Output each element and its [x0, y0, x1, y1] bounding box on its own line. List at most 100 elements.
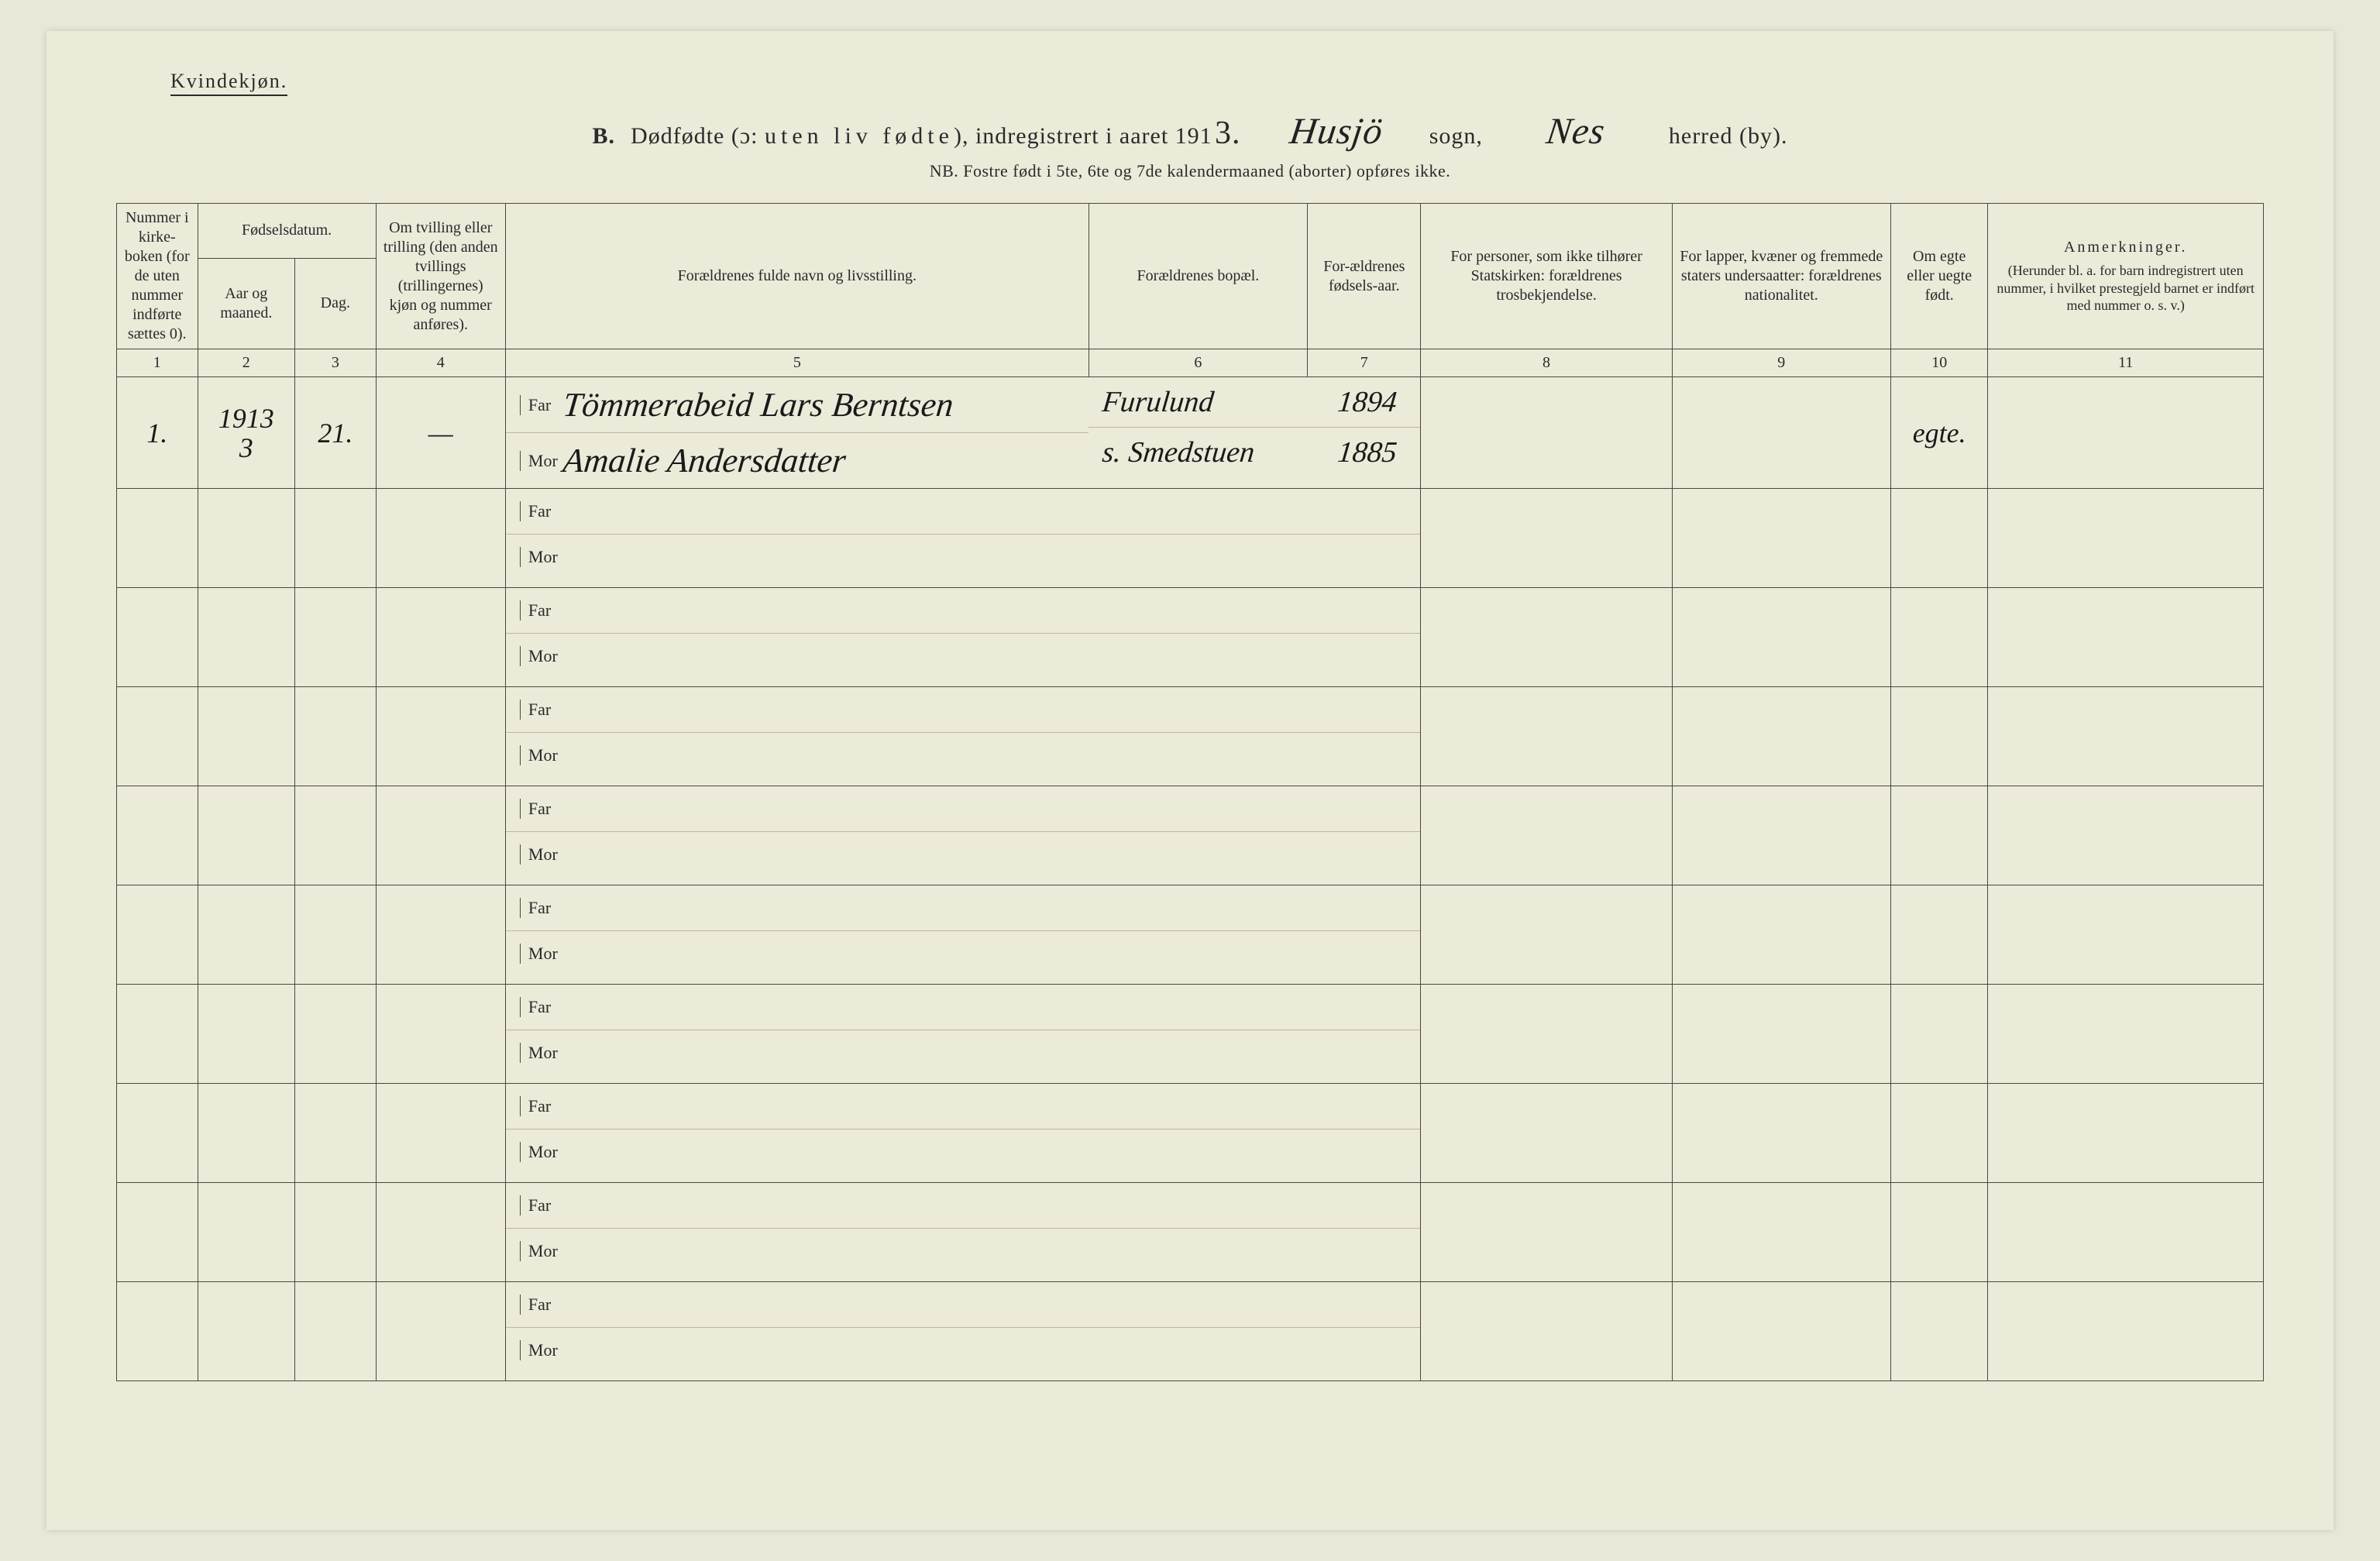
cell-num [117, 1282, 198, 1381]
herred-label: herred (by). [1669, 123, 1788, 150]
cell-day [295, 687, 377, 786]
cell-stats [1421, 985, 1672, 1084]
far-label: Far [520, 799, 563, 819]
cell-parents-year [1308, 588, 1421, 687]
cell-num [117, 1084, 198, 1183]
cell-parents-name: Far Mor [505, 489, 1089, 588]
father-place: Furulund [1101, 385, 1302, 419]
cell-parents-year [1308, 1084, 1421, 1183]
cell-yearmonth [198, 1183, 294, 1282]
cell-parents-place [1089, 687, 1307, 786]
col-header-11: Anmerkninger. (Herunder bl. a. for barn … [1988, 204, 2264, 349]
cell-yearmonth [198, 985, 294, 1084]
cell-day [295, 489, 377, 588]
cell-egte [1890, 786, 1987, 885]
cell-day [295, 1084, 377, 1183]
cell-stats [1421, 687, 1672, 786]
mor-label: Mor [520, 451, 563, 471]
cell-num [117, 786, 198, 885]
col-header-4: Om tvilling eller trilling (den anden tv… [376, 204, 505, 349]
cell-day [295, 1282, 377, 1381]
cell-twin [376, 588, 505, 687]
cell-egte [1890, 489, 1987, 588]
title-prefix: B. [593, 123, 616, 150]
cell-day [295, 985, 377, 1084]
father-name: Tömmerabeid Lars Berntsen [561, 385, 1083, 425]
colnum: 1 [117, 349, 198, 377]
subtitle: NB. Fostre født i 5te, 6te og 7de kalend… [116, 161, 2264, 181]
mor-label: Mor [520, 1241, 563, 1261]
cell-egte [1890, 985, 1987, 1084]
cell-parents-name: Far Mor [505, 687, 1089, 786]
cell-nat [1672, 885, 1890, 985]
cell-parents-place [1089, 489, 1307, 588]
table-row: Far Mor [117, 588, 2264, 687]
year-month-bot: 3 [239, 434, 253, 462]
table-row: Far Mor [117, 1282, 2264, 1381]
cell-nat [1672, 588, 1890, 687]
cell-day [295, 1183, 377, 1282]
cell-egte [1890, 1282, 1987, 1381]
col-11-sub: (Herunder bl. a. for barn indregistrert … [1994, 262, 2257, 315]
cell-anm [1988, 1282, 2264, 1381]
cell-anm [1988, 687, 2264, 786]
col-header-9: For lapper, kvæner og fremmede staters u… [1672, 204, 1890, 349]
cell-twin [376, 687, 505, 786]
cell-anm [1988, 1084, 2264, 1183]
cell-day [295, 588, 377, 687]
far-label: Far [520, 1295, 563, 1315]
title-spaced: uten liv fødte [765, 123, 954, 149]
cell-twin [376, 885, 505, 985]
cell-num [117, 885, 198, 985]
cell-egte [1890, 1183, 1987, 1282]
day: 21. [301, 417, 370, 449]
register-table: Nummer i kirke-boken (for de uten nummer… [116, 203, 2264, 1381]
column-number-row: 1 2 3 4 5 6 7 8 9 10 11 [117, 349, 2264, 377]
cell-twin [376, 985, 505, 1084]
cell-num [117, 1183, 198, 1282]
col-header-7: For-ældrenes fødsels-aar. [1308, 204, 1421, 349]
mor-label: Mor [520, 547, 563, 567]
cell-twin [376, 1183, 505, 1282]
cell-parents-name: Far Mor [505, 985, 1089, 1084]
cell-nat [1672, 786, 1890, 885]
colnum: 2 [198, 349, 294, 377]
cell-parents-year [1308, 1183, 1421, 1282]
cell-yearmonth: 19133 [198, 377, 294, 489]
mor-label: Mor [520, 745, 563, 765]
table-row: Far Mor [117, 1084, 2264, 1183]
table-row: Far Mor [117, 489, 2264, 588]
cell-yearmonth [198, 489, 294, 588]
year-month-top: 1913 [218, 404, 274, 432]
egte: egte. [1897, 417, 1981, 449]
cell-stats [1421, 786, 1672, 885]
twin: — [383, 417, 499, 449]
father-year: 1894 [1319, 385, 1415, 419]
table-body: 1.1913321.— Far Tömmerabeid Lars Berntse… [117, 377, 2264, 1381]
cell-parents-name: Far Mor [505, 786, 1089, 885]
cell-parents-place [1089, 985, 1307, 1084]
cell-twin: — [376, 377, 505, 489]
colnum: 6 [1089, 349, 1307, 377]
cell-stats [1421, 885, 1672, 985]
cell-day [295, 885, 377, 985]
cell-parents-year [1308, 786, 1421, 885]
mor-label: Mor [520, 1043, 563, 1063]
cell-num [117, 985, 198, 1084]
cell-twin [376, 786, 505, 885]
cell-parents-place: Furulund s. Smedstuen [1089, 377, 1307, 489]
herred-handwritten: Nes [1495, 110, 1656, 153]
cell-nat [1672, 1282, 1890, 1381]
far-label: Far [520, 1195, 563, 1215]
cell-num [117, 687, 198, 786]
table-row: Far Mor [117, 1183, 2264, 1282]
cell-parents-name: Far Tömmerabeid Lars Berntsen Mor Amalie… [505, 377, 1089, 489]
cell-parents-place [1089, 786, 1307, 885]
cell-anm [1988, 786, 2264, 885]
cell-parents-name: Far Mor [505, 1183, 1089, 1282]
table-row: Far Mor [117, 885, 2264, 985]
cell-nat [1672, 985, 1890, 1084]
cell-yearmonth [198, 1282, 294, 1381]
col-header-1: Nummer i kirke-boken (for de uten nummer… [117, 204, 198, 349]
cell-egte [1890, 1084, 1987, 1183]
